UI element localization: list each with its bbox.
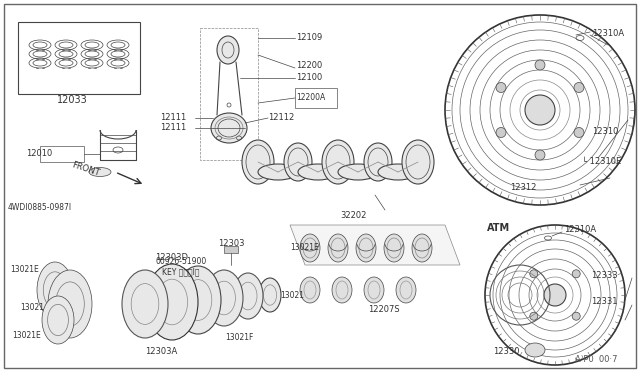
Ellipse shape — [412, 234, 432, 262]
Text: 12111: 12111 — [160, 124, 186, 132]
Text: 13021: 13021 — [20, 304, 44, 312]
Text: 13021E: 13021E — [290, 244, 319, 253]
Circle shape — [530, 270, 538, 278]
Ellipse shape — [258, 164, 298, 180]
Text: FRONT: FRONT — [70, 161, 100, 178]
Text: KEY キー（I）: KEY キー（I） — [162, 267, 200, 276]
Text: 12109: 12109 — [296, 33, 323, 42]
Polygon shape — [290, 225, 460, 265]
Ellipse shape — [525, 343, 545, 357]
Text: 12330: 12330 — [493, 347, 520, 356]
Text: └ 12310E: └ 12310E — [582, 157, 621, 167]
Text: 13021F: 13021F — [225, 334, 253, 343]
Circle shape — [572, 270, 580, 278]
Circle shape — [574, 83, 584, 93]
Ellipse shape — [384, 234, 404, 262]
Ellipse shape — [300, 234, 320, 262]
Circle shape — [535, 60, 545, 70]
Ellipse shape — [284, 143, 312, 181]
Ellipse shape — [364, 143, 392, 181]
Bar — [295, 88, 337, 108]
Ellipse shape — [233, 273, 263, 319]
Text: A·P0  00·7: A·P0 00·7 — [575, 356, 618, 365]
Ellipse shape — [42, 296, 74, 344]
Text: ATM: ATM — [487, 223, 510, 233]
Text: 12310: 12310 — [591, 128, 618, 137]
Ellipse shape — [242, 140, 274, 184]
Text: 12333: 12333 — [591, 270, 618, 279]
Ellipse shape — [328, 234, 348, 262]
Ellipse shape — [211, 113, 247, 143]
Text: 12112: 12112 — [268, 113, 294, 122]
Text: 12200A: 12200A — [296, 93, 325, 103]
Circle shape — [530, 312, 538, 320]
Ellipse shape — [300, 277, 320, 303]
Text: 4WDI0885-0987I: 4WDI0885-0987I — [8, 203, 72, 212]
Circle shape — [544, 284, 566, 306]
Circle shape — [535, 150, 545, 160]
Ellipse shape — [402, 140, 434, 184]
Text: 12200: 12200 — [296, 61, 323, 70]
Text: 13021E: 13021E — [10, 266, 39, 275]
Text: 12310A: 12310A — [592, 29, 624, 38]
Text: 12303D: 12303D — [155, 253, 188, 263]
Ellipse shape — [48, 270, 92, 338]
Text: 12310A: 12310A — [564, 225, 596, 234]
Text: 12033: 12033 — [56, 95, 88, 105]
Text: 12312: 12312 — [510, 183, 536, 192]
Ellipse shape — [146, 264, 198, 340]
Text: 12207S: 12207S — [368, 305, 399, 314]
Text: 32202: 32202 — [340, 211, 366, 219]
Bar — [18, 22, 140, 94]
Text: 12303: 12303 — [218, 238, 244, 247]
Text: 12111: 12111 — [160, 113, 186, 122]
Bar — [224, 246, 238, 253]
Ellipse shape — [217, 36, 239, 64]
Circle shape — [496, 128, 506, 138]
Ellipse shape — [298, 164, 338, 180]
Text: 00926-51900: 00926-51900 — [155, 257, 206, 266]
Ellipse shape — [356, 234, 376, 262]
Bar — [40, 146, 84, 162]
Circle shape — [574, 128, 584, 138]
Text: 12100: 12100 — [296, 74, 323, 83]
Text: 12303A: 12303A — [145, 347, 177, 356]
Ellipse shape — [322, 140, 354, 184]
Ellipse shape — [396, 277, 416, 303]
Ellipse shape — [338, 164, 378, 180]
Ellipse shape — [175, 266, 221, 334]
Ellipse shape — [378, 164, 418, 180]
Ellipse shape — [205, 270, 243, 326]
Ellipse shape — [122, 270, 168, 338]
Text: 13021E: 13021E — [12, 331, 41, 340]
Circle shape — [496, 83, 506, 93]
Ellipse shape — [332, 277, 352, 303]
Circle shape — [572, 312, 580, 320]
Text: 12010: 12010 — [26, 150, 52, 158]
Bar — [200, 28, 258, 160]
Ellipse shape — [364, 277, 384, 303]
Circle shape — [525, 95, 555, 125]
Ellipse shape — [259, 278, 281, 312]
Ellipse shape — [89, 167, 111, 176]
Ellipse shape — [37, 262, 73, 318]
Text: 13021: 13021 — [280, 291, 304, 299]
Text: 12331: 12331 — [591, 298, 618, 307]
